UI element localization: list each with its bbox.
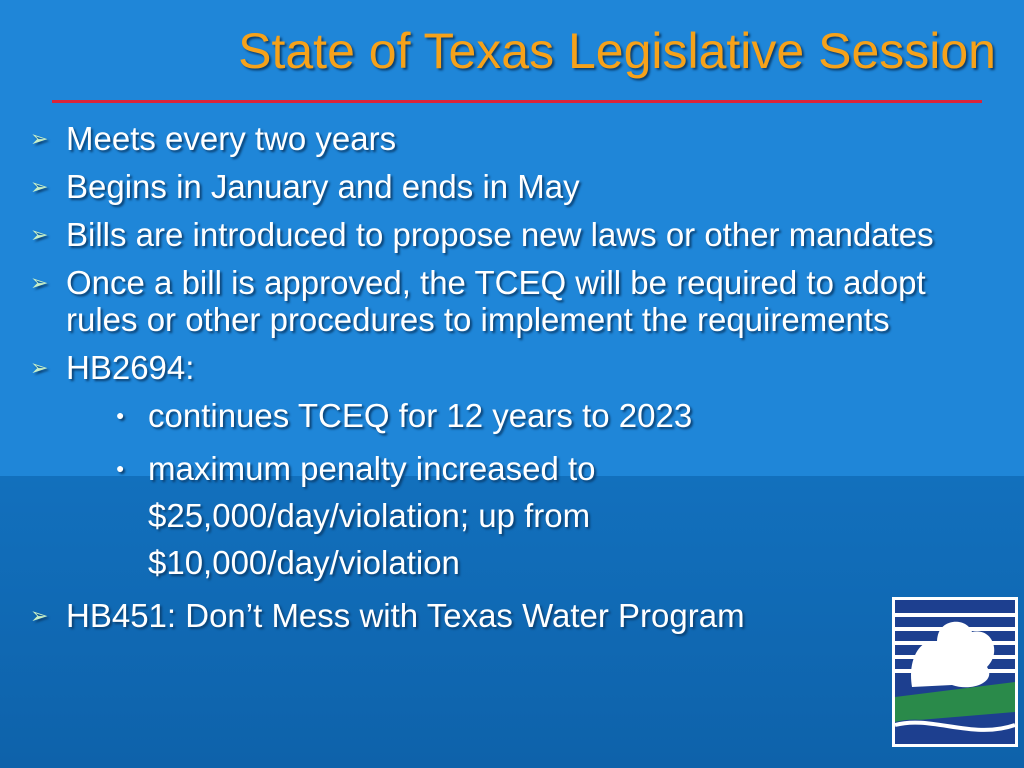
title-rule <box>52 100 982 103</box>
sub-list: continues TCEQ for 12 years to 2023 maxim… <box>66 392 1005 586</box>
bullet-text: Bills are introduced to propose new laws… <box>66 216 934 253</box>
bullet-text: HB2694: <box>66 349 195 386</box>
bullet-text: Once a bill is approved, the TCEQ will b… <box>66 264 926 338</box>
bullet-text: HB451: Don’t Mess with Texas Water Progr… <box>66 597 745 634</box>
bullet: HB451: Don’t Mess with Texas Water Progr… <box>30 597 1005 634</box>
bullet: Meets every two years <box>30 120 1005 157</box>
bullet-text: Meets every two years <box>66 120 397 157</box>
bullet-text: Begins in January and ends in May <box>66 168 580 205</box>
bullet-list: Meets every two years Begins in January a… <box>30 120 1005 645</box>
slide-title: State of Texas Legislative Session <box>238 23 996 79</box>
bullet: Once a bill is approved, the TCEQ will b… <box>30 264 1005 338</box>
sub-bullet: maximum penalty increased to $25,000/day… <box>66 445 748 586</box>
bullet: HB2694: continues TCEQ for 12 years to 20… <box>30 349 1005 586</box>
bullet: Bills are introduced to propose new laws… <box>30 216 1005 253</box>
sub-bullet: continues TCEQ for 12 years to 2023 <box>66 392 748 439</box>
logo <box>892 597 1018 747</box>
bullet: Begins in January and ends in May <box>30 168 1005 205</box>
